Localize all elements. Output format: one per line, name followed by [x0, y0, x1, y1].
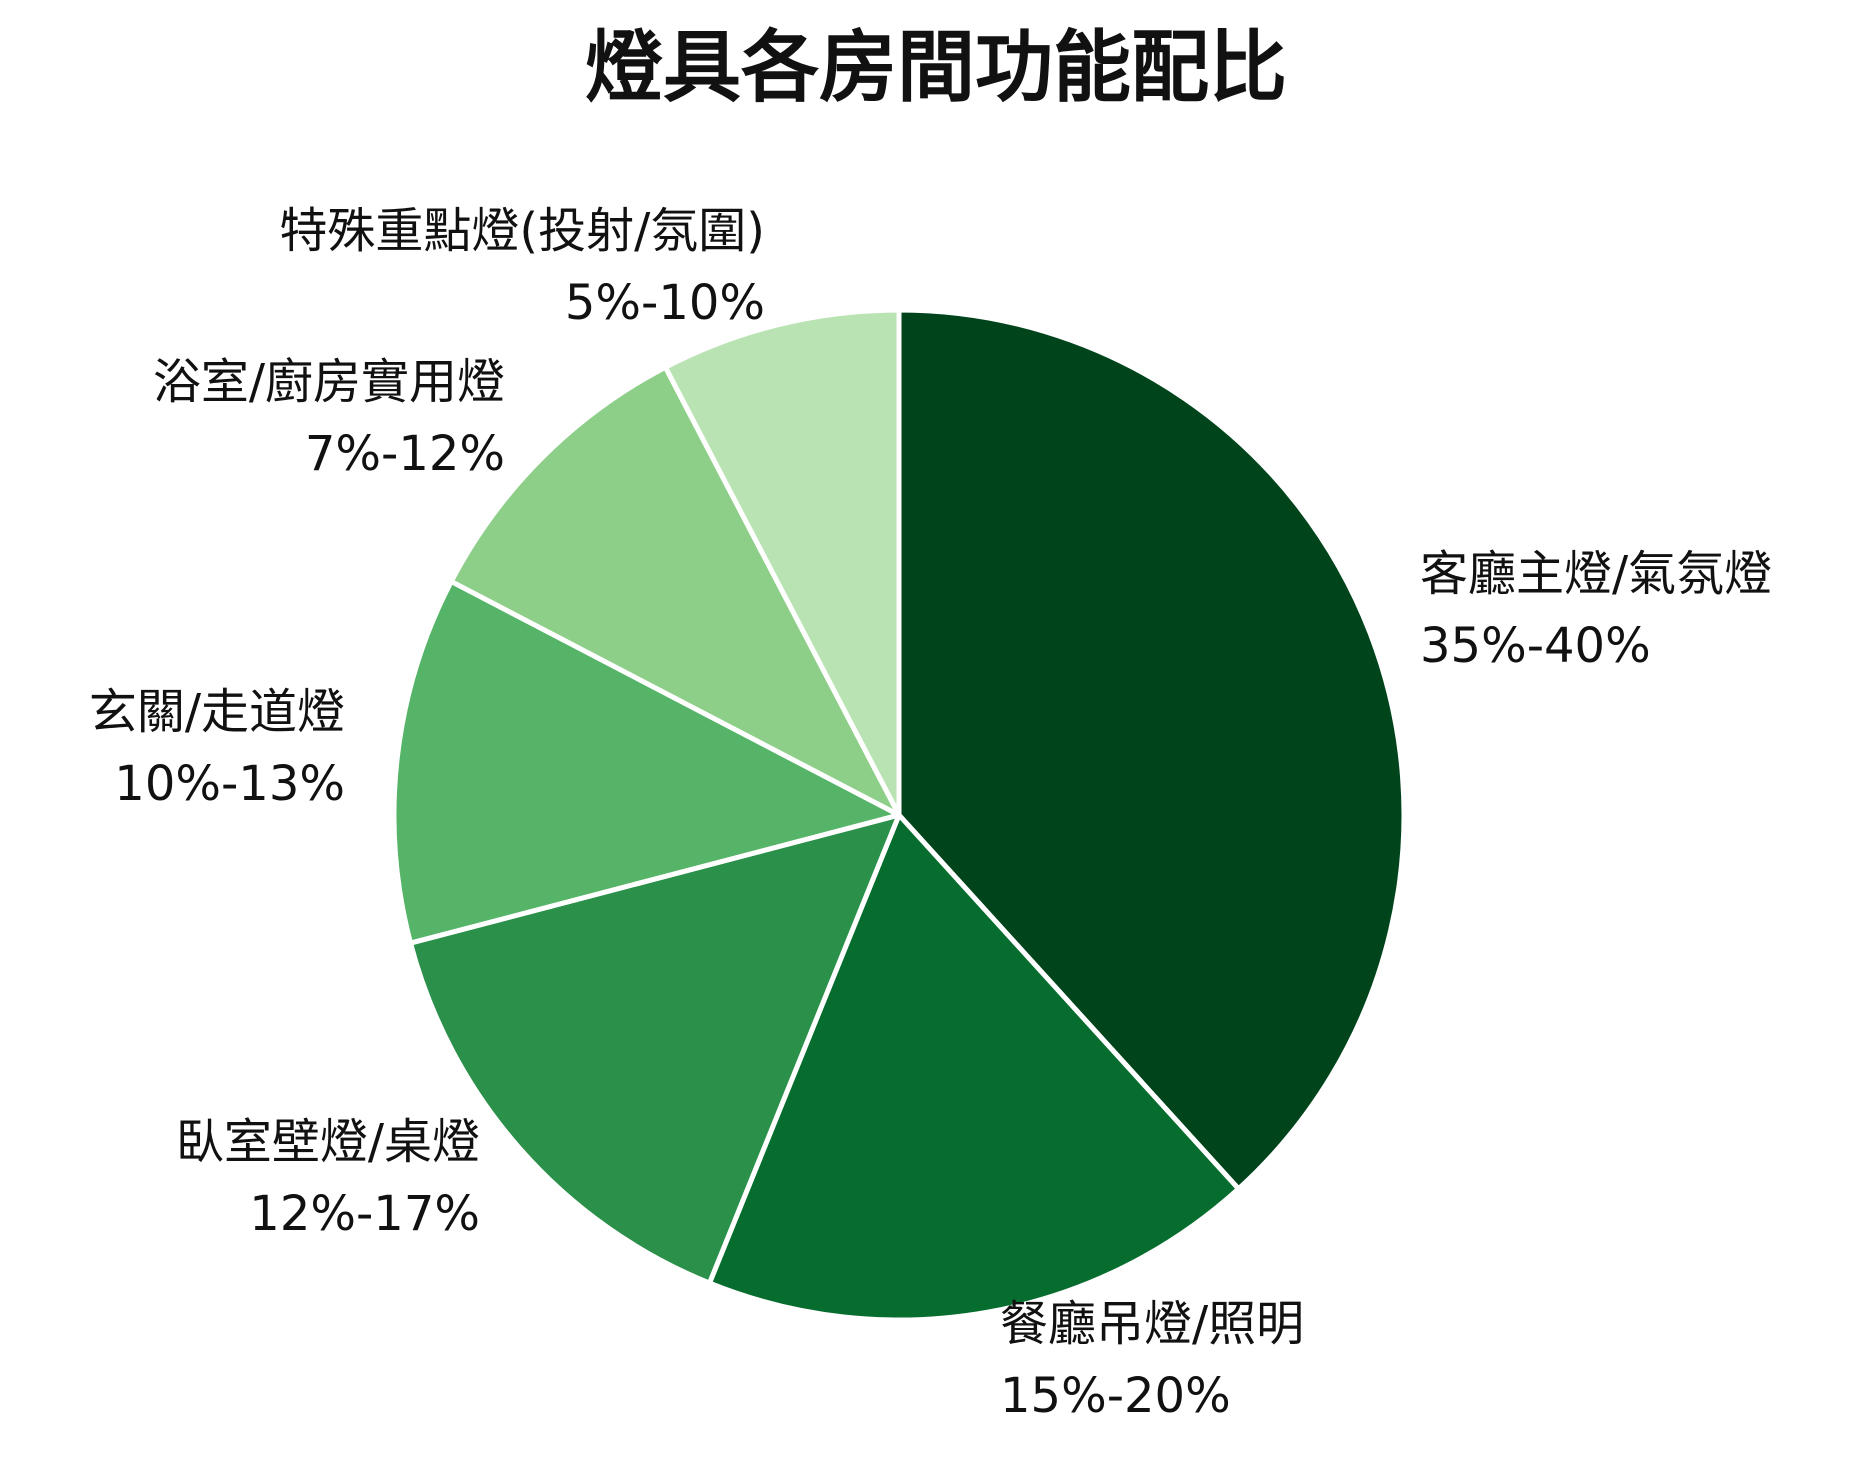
slice-value-label: 5%-10% [565, 275, 765, 331]
pie-slice [391, 578, 902, 946]
pie-slice [408, 812, 902, 1286]
slice-name-label: 臥室壁燈/桌燈 [176, 1114, 480, 1170]
pie-labels: 客廳主燈/氣氛燈 35%-40% 餐廳吊燈/照明 15%-20% 臥室壁燈/桌燈 12%-… [89, 203, 1772, 1424]
slice-name-label: 餐廳吊燈/照明 [1000, 1296, 1304, 1352]
pie-slices [391, 307, 1407, 1323]
slice-value-label: 35%-40% [1420, 618, 1651, 674]
slice-name-label: 浴室/廚房實用燈 [153, 354, 505, 410]
slice-value-label: 7%-12% [305, 426, 505, 482]
slice-value-label: 10%-13% [114, 756, 345, 812]
slice-name-label: 特殊重點燈(投射/氛圍) [279, 203, 765, 259]
slice-name-label: 客廳主燈/氣氛燈 [1420, 546, 1772, 602]
pie-slice [896, 307, 1407, 1192]
slice-value-label: 12%-17% [249, 1186, 480, 1242]
chart-title: 燈具各房間功能配比 [584, 23, 1287, 113]
slice-value-label: 15%-20% [1000, 1368, 1231, 1424]
pie-slice [662, 307, 902, 818]
pie-slice [706, 812, 1242, 1323]
slice-name-label: 玄關/走道燈 [89, 684, 345, 740]
pie-slice [448, 364, 902, 818]
